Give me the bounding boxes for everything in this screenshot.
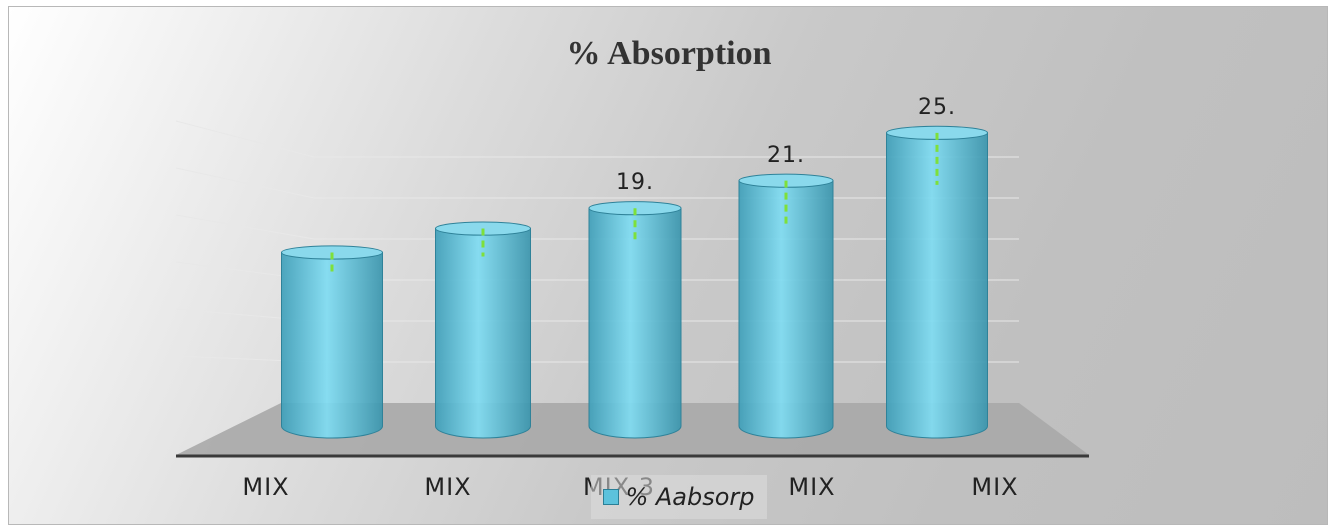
chart-title: % Absorption: [566, 35, 772, 72]
data-label-3: 19.: [616, 170, 654, 196]
category-label-1: MIX: [242, 473, 290, 501]
bar-2: [435, 221, 531, 439]
gridline-side: [175, 167, 315, 199]
bar-5: [886, 125, 988, 439]
legend: % Aabsorp: [591, 475, 767, 519]
legend-swatch: [603, 489, 620, 505]
legend-label: % Aabsorp: [625, 483, 755, 511]
gridline-side: [175, 214, 315, 240]
bar-1: [281, 245, 383, 439]
gridline-side: [175, 120, 315, 158]
chart-plot: [175, 120, 1089, 458]
category-label-2: MIX: [424, 473, 472, 501]
data-label-5: 25.: [918, 94, 956, 120]
category-label-4: MIX: [788, 473, 836, 501]
bar-4: [738, 173, 834, 439]
bar-3: [588, 201, 682, 439]
data-label-4: 21.: [767, 142, 805, 168]
bars: [281, 125, 988, 439]
category-label-5: MIX: [971, 473, 1019, 501]
